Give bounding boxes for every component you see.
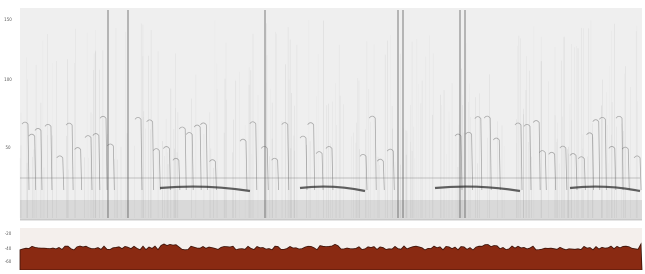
amplitude-axis-label: -20	[5, 231, 12, 236]
amplitude-axis-label: -60	[5, 259, 12, 264]
y-axis-label: 150	[4, 17, 12, 22]
y-axis-label: 50	[5, 145, 11, 150]
spectrogram-view: 150 100 50 -20 -40 -60	[0, 0, 645, 270]
y-axis-label: 100	[4, 77, 12, 82]
amplitude-axis-label: -40	[5, 246, 12, 251]
